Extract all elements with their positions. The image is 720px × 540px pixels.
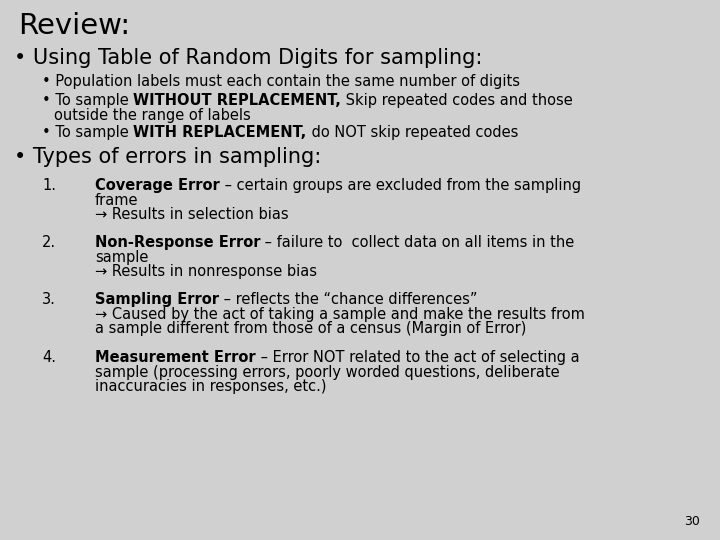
Text: WITH REPLACEMENT,: WITH REPLACEMENT, bbox=[133, 125, 307, 140]
Text: • To sample: • To sample bbox=[42, 125, 133, 140]
Text: WITHOUT REPLACEMENT,: WITHOUT REPLACEMENT, bbox=[133, 93, 341, 108]
Text: 4.: 4. bbox=[42, 350, 56, 365]
Text: • Types of errors in sampling:: • Types of errors in sampling: bbox=[14, 147, 321, 167]
Text: Sampling Error: Sampling Error bbox=[95, 292, 219, 307]
Text: inaccuracies in responses, etc.): inaccuracies in responses, etc.) bbox=[95, 379, 326, 394]
Text: • To sample: • To sample bbox=[42, 93, 133, 108]
Text: → Results in selection bias: → Results in selection bias bbox=[95, 207, 289, 222]
Text: Non-Response Error: Non-Response Error bbox=[95, 235, 261, 250]
Text: • Population labels must each contain the same number of digits: • Population labels must each contain th… bbox=[42, 74, 520, 89]
Text: 1.: 1. bbox=[42, 178, 56, 193]
Text: Measurement Error: Measurement Error bbox=[95, 350, 256, 365]
Text: Coverage Error: Coverage Error bbox=[95, 178, 220, 193]
Text: frame: frame bbox=[95, 193, 138, 208]
Text: → Caused by the act of taking a sample and make the results from: → Caused by the act of taking a sample a… bbox=[95, 307, 585, 322]
Text: 30: 30 bbox=[684, 515, 700, 528]
Text: Skip repeated codes and those: Skip repeated codes and those bbox=[341, 93, 573, 108]
Text: 2.: 2. bbox=[42, 235, 56, 250]
Text: a sample different from those of a census (Margin of Error): a sample different from those of a censu… bbox=[95, 321, 526, 336]
Text: sample: sample bbox=[95, 250, 148, 265]
Text: – reflects the “chance differences”: – reflects the “chance differences” bbox=[219, 292, 477, 307]
Text: – failure to  collect data on all items in the: – failure to collect data on all items i… bbox=[261, 235, 575, 250]
Text: do NOT skip repeated codes: do NOT skip repeated codes bbox=[307, 125, 518, 140]
Text: • Using Table of Random Digits for sampling:: • Using Table of Random Digits for sampl… bbox=[14, 48, 482, 68]
Text: 3.: 3. bbox=[42, 292, 56, 307]
Text: Review:: Review: bbox=[18, 12, 130, 40]
Text: → Results in nonresponse bias: → Results in nonresponse bias bbox=[95, 264, 317, 279]
Text: – Error NOT related to the act of selecting a: – Error NOT related to the act of select… bbox=[256, 350, 580, 365]
Text: – certain groups are excluded from the sampling: – certain groups are excluded from the s… bbox=[220, 178, 581, 193]
Text: sample (processing errors, poorly worded questions, deliberate: sample (processing errors, poorly worded… bbox=[95, 365, 559, 380]
Text: outside the range of labels: outside the range of labels bbox=[54, 108, 251, 123]
